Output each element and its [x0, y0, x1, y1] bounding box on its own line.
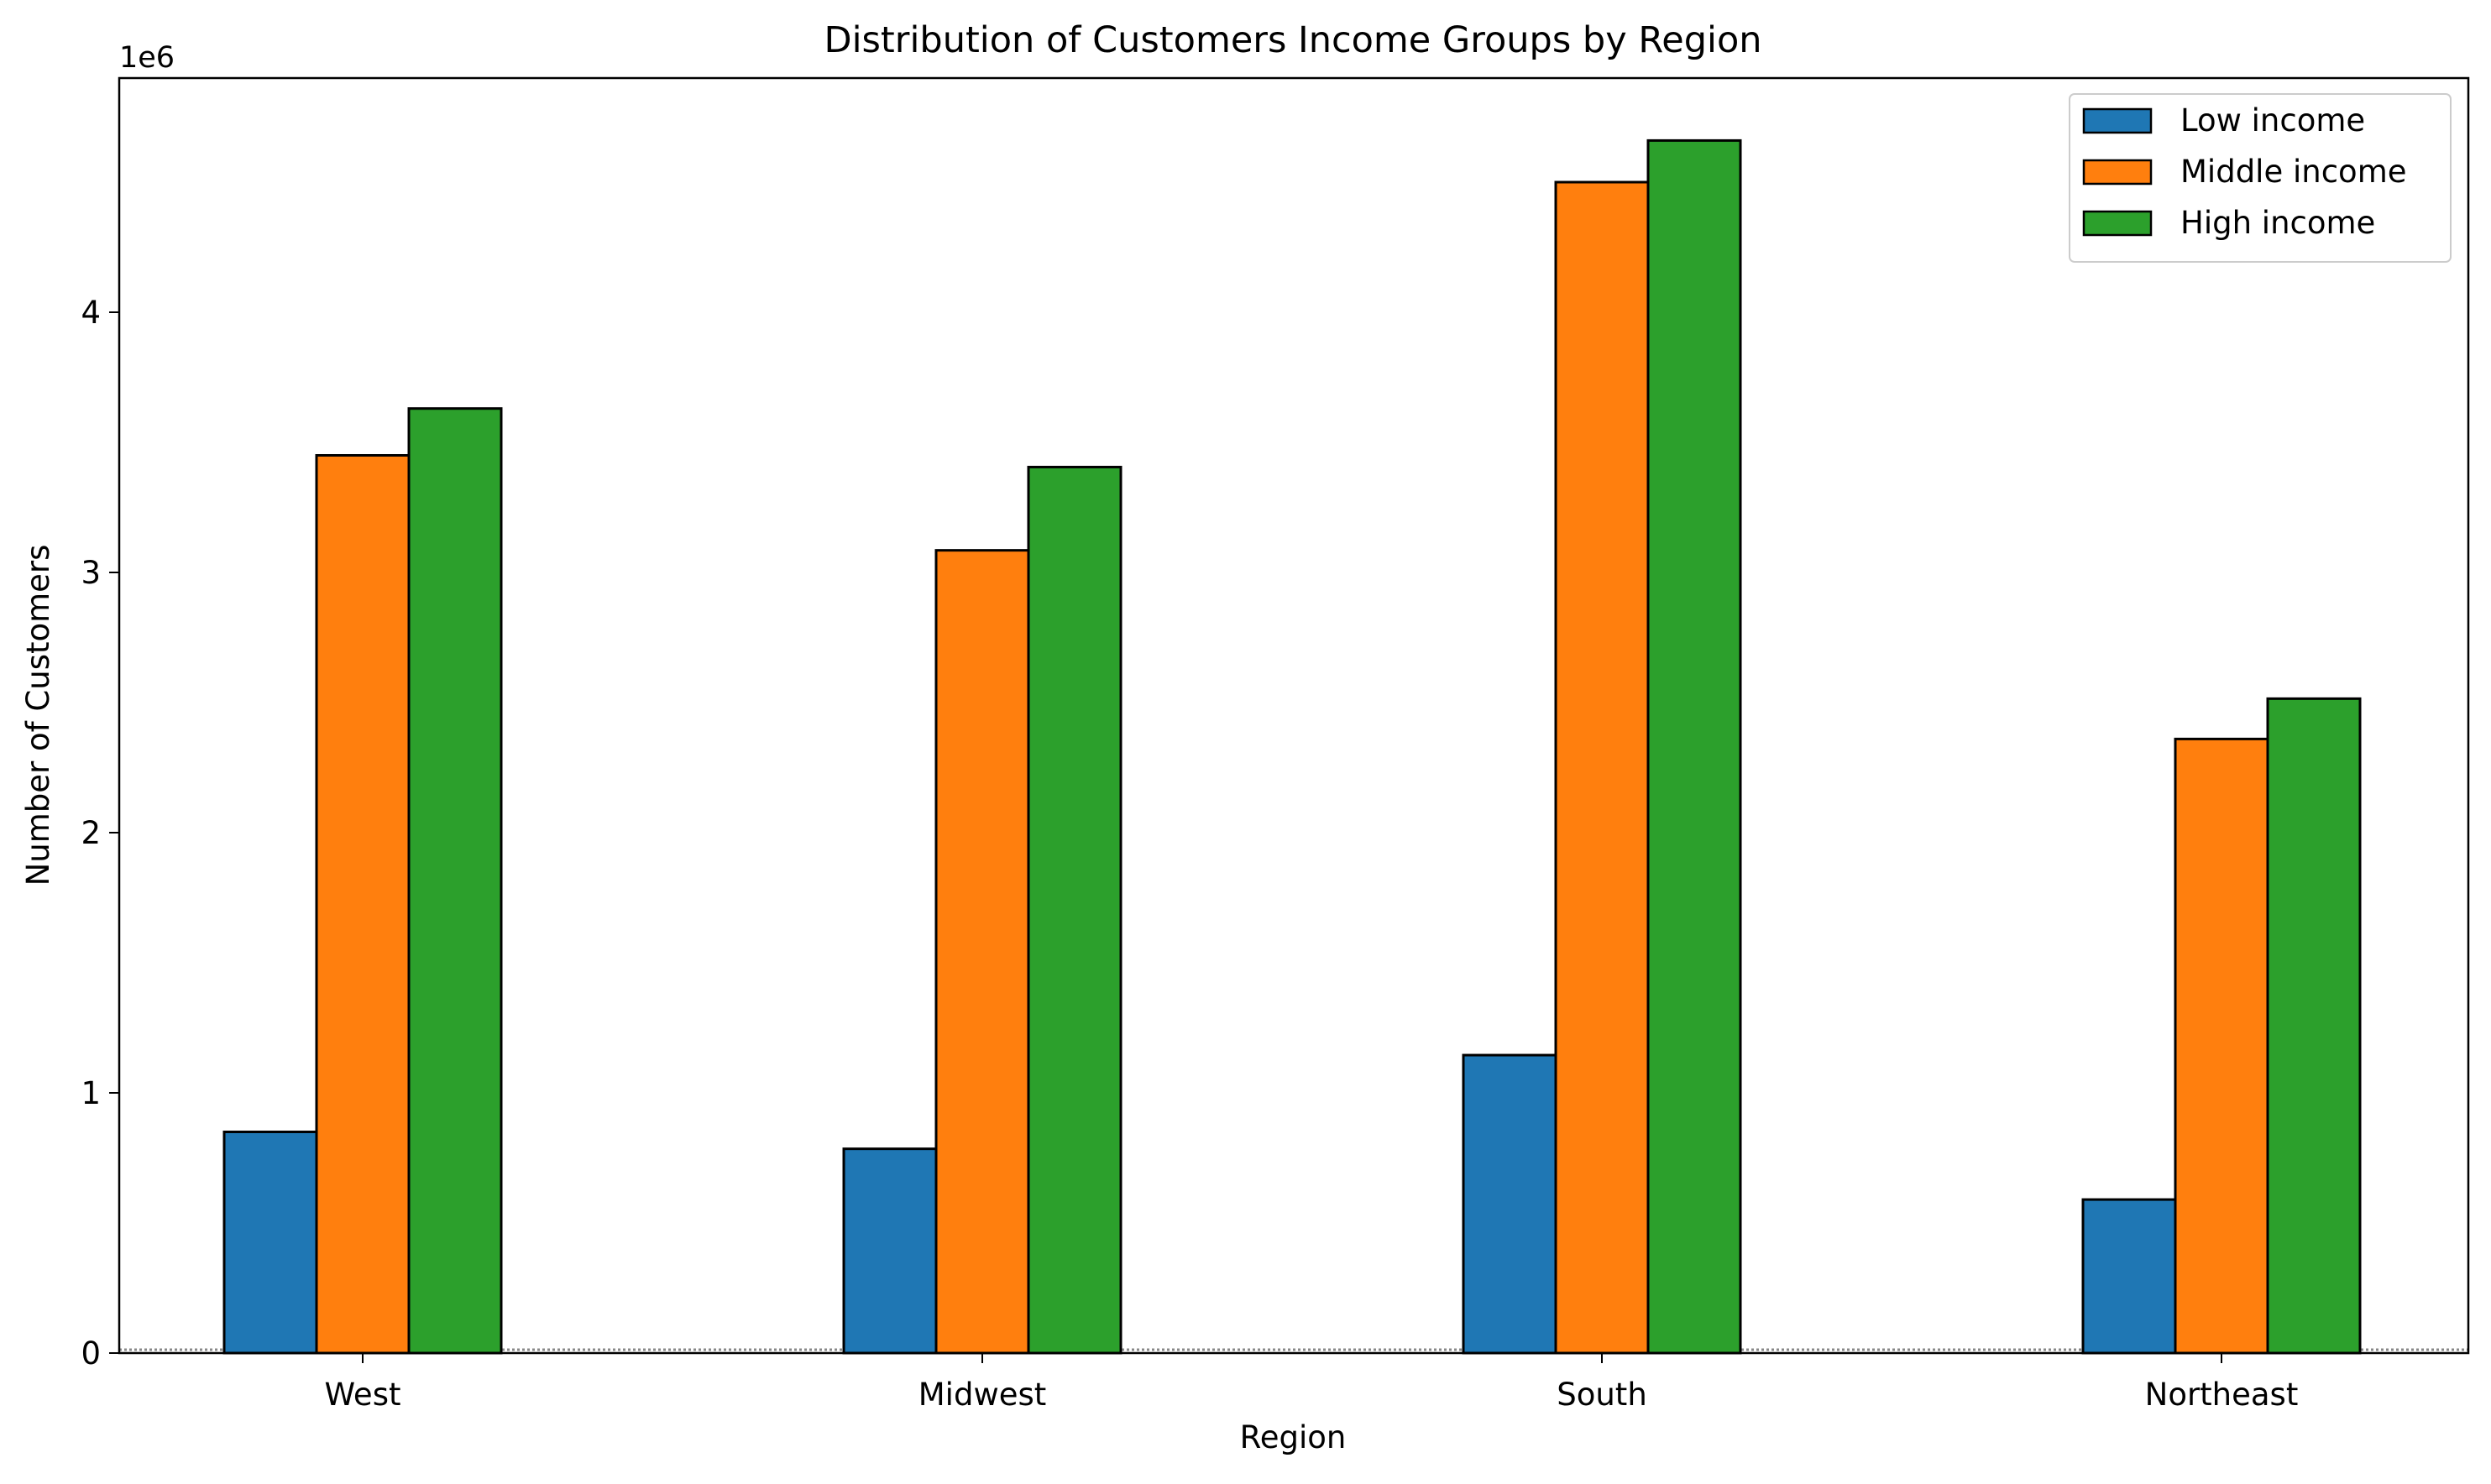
legend-label-middle-income: Middle income	[2180, 154, 2407, 190]
legend-swatch-middle-income	[2082, 159, 2153, 186]
legend-label-low-income: Low income	[2180, 102, 2365, 138]
x-tick-label: West	[325, 1377, 401, 1413]
x-axis-label: Region	[1240, 1419, 1347, 1455]
x-tick-label: Northeast	[2145, 1377, 2299, 1413]
legend: Low income Middle income High income	[2069, 93, 2452, 263]
x-tick-label: South	[1557, 1377, 1647, 1413]
legend-label-high-income: High income	[2180, 205, 2375, 241]
y-tick-label: 3	[81, 555, 101, 591]
y-tick-label: 1	[81, 1075, 101, 1111]
x-tick-label: Midwest	[918, 1377, 1047, 1413]
bar-high-income-west	[407, 407, 503, 1355]
legend-swatch-high-income	[2082, 210, 2153, 237]
y-tick-label: 4	[81, 295, 101, 331]
legend-box	[2069, 93, 2452, 263]
chart-title: Distribution of Customers Income Groups …	[824, 19, 1761, 61]
legend-swatch-low-income	[2082, 107, 2153, 134]
plot-area: West Midwest South Northeast 0 1 2 3 4	[81, 76, 2470, 1413]
bar-middle-income-northeast	[2174, 737, 2269, 1355]
bar-low-income-south	[1462, 1053, 1557, 1355]
y-tick-label: 0	[81, 1335, 101, 1372]
y-tick-label: 2	[81, 815, 101, 851]
bar-middle-income-midwest	[934, 549, 1030, 1355]
bar-middle-income-south	[1554, 180, 1650, 1355]
bar-middle-income-west	[315, 454, 411, 1355]
bar-high-income-northeast	[2266, 697, 2362, 1355]
y-offset-label: 1e6	[119, 41, 175, 75]
bar-low-income-west	[222, 1131, 318, 1355]
bar-low-income-midwest	[842, 1147, 938, 1355]
bar-low-income-northeast	[2081, 1198, 2177, 1355]
y-axis-label: Number of Customers	[20, 545, 56, 886]
bar-high-income-midwest	[1027, 465, 1123, 1355]
bar-high-income-south	[1646, 138, 1742, 1355]
plot-frame	[118, 76, 2470, 1355]
